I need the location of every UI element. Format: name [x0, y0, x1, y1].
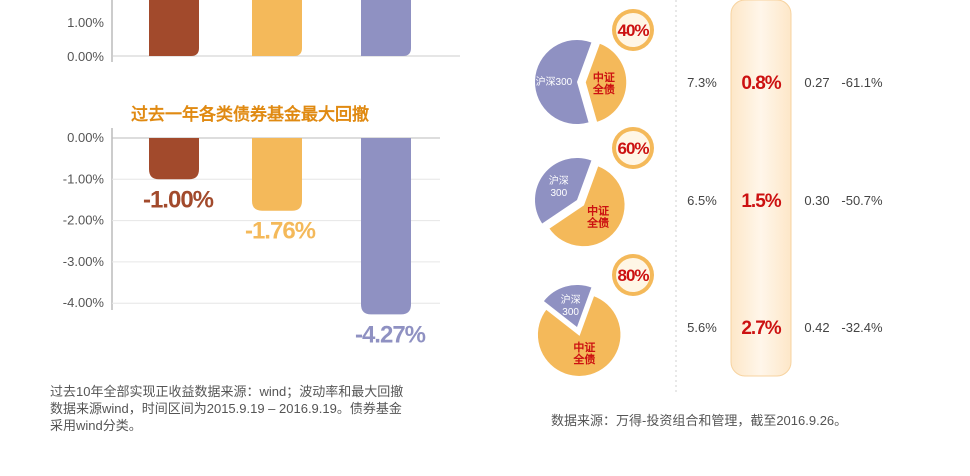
drawdown-tick-label: -3.00% [63, 254, 105, 269]
top-tick-label: 1.00% [67, 15, 104, 30]
row-col1: 7.3% [687, 75, 717, 90]
left-note-line: 过去10年全部实现正收益数据来源：wind；波动率和最大回撤 [50, 384, 403, 400]
right-source-note: 数据来源：万得-投资组合和管理，截至2016.9.26。 [551, 413, 847, 428]
top-tick-label: 0.00% [67, 49, 104, 64]
row-col2-highlight: 2.7% [741, 318, 781, 339]
row-col2-highlight: 1.5% [741, 191, 781, 212]
row-col4: -32.4% [841, 320, 883, 335]
percent-badge-inner [616, 13, 650, 47]
drawdown-tick-label: -4.00% [63, 295, 105, 310]
row-col3: 0.30 [804, 193, 829, 208]
highlight-column [730, 0, 792, 377]
drawdown-chart: 0.00% -1.00% -2.00% -3.00% -4.00% -1.00% -1.7… [63, 128, 440, 348]
top-chart: 1.00% 0.00% [67, 0, 460, 64]
drawdown-tick-label: -2.00% [63, 213, 105, 228]
percent-badge-inner [616, 131, 650, 165]
row-col2-highlight: 0.8% [741, 73, 781, 94]
pie-label-csi-bond: 中证全债 [586, 204, 609, 230]
percent-badge-label: 60% [617, 139, 649, 158]
drawdown-tick-label: 0.00% [67, 130, 104, 145]
left-note-line: 采用wind分类。 [50, 418, 142, 433]
pie-slice-csi-bond [584, 41, 628, 124]
pie-slice-csi300 [535, 157, 592, 224]
drawdown-value-label: -4.27% [355, 321, 426, 348]
left-note-line: 数据来源wind，时间区间为2015.9.19 – 2016.9.19。债券基金 [50, 401, 402, 416]
drawdown-bar [149, 138, 199, 180]
pie-slice-csi-bond [536, 294, 622, 378]
pie-slice-csi-bond [547, 164, 627, 248]
pie-label-csi-bond: 中证全债 [592, 70, 615, 96]
left-source-note: 过去10年全部实现正收益数据来源：wind；波动率和最大回撤 数据来源wind，… [50, 384, 403, 433]
row-col1: 6.5% [687, 193, 717, 208]
drawdown-chart-title: 过去一年各类债券基金最大回撤 [131, 104, 369, 124]
pie-slice-csi300 [543, 285, 592, 327]
drawdown-bar [252, 138, 302, 211]
pie-label-csi-bond: 中证全债 [572, 340, 595, 366]
top-bar [361, 0, 411, 56]
drawdown-bar [361, 138, 411, 315]
pie-slice-csi300 [535, 40, 592, 124]
drawdown-value-label: -1.00% [143, 186, 214, 213]
portfolio-row: 沪深 300 中证全债 60% 6.5% 1.5% 0.30 -50.7% [535, 127, 883, 248]
top-bar [149, 0, 199, 56]
drawdown-value-label: -1.76% [245, 218, 316, 245]
row-col4: -61.1% [841, 75, 883, 90]
percent-badge-inner [616, 258, 650, 292]
drawdown-tick-label: -1.00% [63, 171, 105, 186]
row-col3: 0.42 [804, 320, 829, 335]
percent-badge-label: 40% [617, 21, 649, 40]
percent-badge-label: 80% [617, 266, 649, 285]
row-col1: 5.6% [687, 320, 717, 335]
row-col4: -50.7% [841, 193, 883, 208]
portfolio-row: 沪深 300 中证全债 80% 5.6% 2.7% 0.42 -32.4% [536, 254, 883, 378]
row-col3: 0.27 [804, 75, 829, 90]
pie-label-csi300: 沪深300 [536, 75, 573, 88]
portfolio-row: 沪深300 中证全债 40% 7.3% 0.8% 0.27 -61.1% [535, 9, 883, 124]
top-bar [252, 0, 302, 56]
